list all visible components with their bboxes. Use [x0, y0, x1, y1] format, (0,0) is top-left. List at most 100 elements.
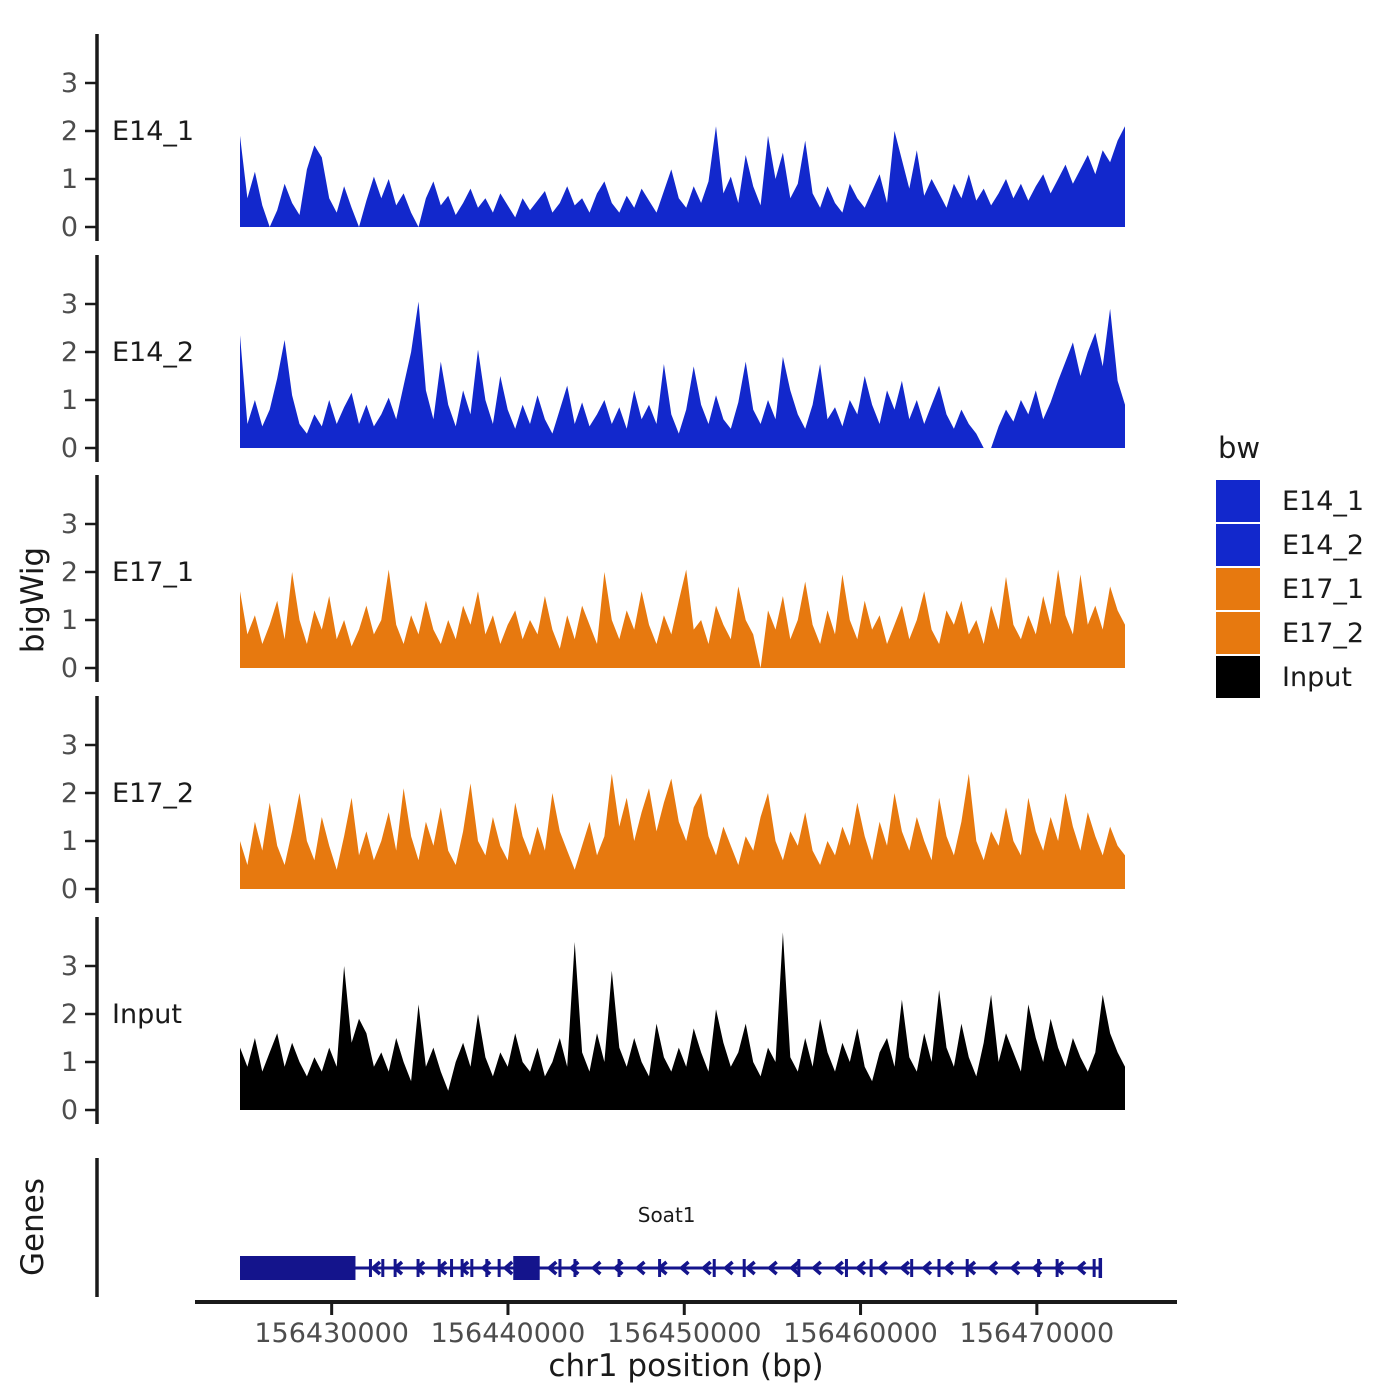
y-tick-label: 1: [61, 385, 78, 416]
y-tick-label: 3: [61, 730, 78, 761]
gene-strand-arrow-icon: [744, 1260, 756, 1276]
legend-item-label: E17_1: [1282, 573, 1365, 605]
gene-strand-arrow-icon: [899, 1260, 911, 1276]
y-tick-label: 0: [61, 433, 78, 464]
gene-strand-arrow-icon: [678, 1260, 690, 1276]
legend-item-label: E14_1: [1282, 485, 1365, 517]
legend-item-E14_2: E14_2: [1216, 523, 1364, 567]
y-tick-label: 2: [61, 337, 78, 368]
legend-swatch-icon: [1216, 568, 1260, 610]
gene-strand-arrow-icon: [480, 1260, 492, 1276]
gene-strand-arrow-icon: [392, 1260, 404, 1276]
y-tick-label: 1: [61, 605, 78, 636]
gene-strand-arrow-icon: [414, 1260, 426, 1276]
legend-swatch-icon: [1216, 480, 1260, 522]
track-label-Input: Input: [112, 999, 182, 1030]
legend-item-label: Input: [1282, 661, 1352, 693]
gene-strand-arrow-icon: [458, 1260, 470, 1276]
signal-area-E14_2: [240, 301, 1125, 448]
gene-strand-arrow-icon: [656, 1260, 668, 1276]
y-tick-label: 1: [61, 1047, 78, 1078]
gene-strand-arrow-icon: [370, 1260, 382, 1276]
signal-area-E17_1: [240, 569, 1125, 668]
y-tick-label: 0: [61, 212, 78, 243]
gene-strand-arrow-icon: [987, 1260, 999, 1276]
y-tick-label: 3: [61, 509, 78, 540]
gene-strand-arrow-icon: [612, 1260, 624, 1276]
track-label-E17_2: E17_2: [112, 778, 194, 809]
gene-strand-arrow-icon: [965, 1260, 977, 1276]
y-tick-label: 2: [61, 778, 78, 809]
y-tick-label: 1: [61, 826, 78, 857]
x-tick-label: 156470000: [960, 1318, 1115, 1349]
gene-strand-arrow-icon: [546, 1260, 558, 1276]
gene-exon-box: [240, 1256, 356, 1280]
track-panel-Input: 0 1 2 3 Input: [61, 917, 1125, 1126]
y-tick-label: 1: [61, 164, 78, 195]
y-axis-title-bigwig: bigWig: [15, 546, 51, 654]
gene-strand-arrow-icon: [1009, 1260, 1021, 1276]
gene-strand-arrow-icon: [700, 1260, 712, 1276]
legend-items: E14_1 E14_2 E17_1 E17_2 Input: [1216, 479, 1364, 699]
gene-strand-arrow-icon: [921, 1260, 933, 1276]
track-panel-E14_1: 0 1 2 3 E14_1: [61, 34, 1125, 243]
legend-swatch-icon: [1216, 612, 1260, 654]
genes-panel: Soat1: [95, 1158, 1103, 1297]
gene-strand-arrow-icon: [766, 1260, 778, 1276]
y-tick-label: 3: [61, 289, 78, 320]
legend-item-E14_1: E14_1: [1216, 479, 1364, 523]
gene-strand-arrow-icon: [943, 1260, 955, 1276]
gene-strand-arrow-icon: [788, 1260, 800, 1276]
x-tick-label: 156440000: [431, 1318, 586, 1349]
y-tick-label: 2: [61, 116, 78, 147]
gene-strand-arrow-icon: [1053, 1260, 1065, 1276]
legend: bw E14_1 E14_2 E17_1 E17_2 Input: [1216, 431, 1364, 699]
track-panel-E14_2: 0 1 2 3 E14_2: [61, 255, 1125, 464]
y-tick-label: 0: [61, 1095, 78, 1126]
gene-strand-arrow-icon: [634, 1260, 646, 1276]
track-panel-E17_2: 0 1 2 3 E17_2: [61, 696, 1125, 905]
gene-strand-arrow-icon: [1075, 1260, 1087, 1276]
x-tick-label: 156450000: [607, 1318, 762, 1349]
y-tick-label: 2: [61, 557, 78, 588]
signal-area-E17_2: [240, 773, 1125, 889]
y-tick-label: 3: [61, 68, 78, 99]
x-tick-label: 156460000: [783, 1318, 938, 1349]
legend-item-label: E17_2: [1282, 617, 1365, 649]
gene-strand-arrow-icon: [502, 1260, 514, 1276]
legend-swatch-icon: [1216, 524, 1260, 566]
track-label-E14_2: E14_2: [112, 337, 194, 368]
gene-strand-arrow-icon: [811, 1260, 822, 1276]
y-tick-label: 0: [61, 653, 78, 684]
gene-strand-arrow-icon: [436, 1260, 448, 1276]
y-tick-label: 0: [61, 874, 78, 905]
legend-item-E17_2: E17_2: [1216, 611, 1364, 655]
signal-area-Input: [240, 932, 1125, 1110]
legend-title: bw: [1218, 431, 1261, 465]
y-tick-label: 3: [61, 951, 78, 982]
gene-strand-arrow-icon: [722, 1260, 734, 1276]
y-axis-title-genes: Genes: [15, 1178, 51, 1276]
x-axis: 156430000 156440000 156450000 156460000 1564…: [195, 1300, 1177, 1349]
track-panel-E17_1: 0 1 2 3 E17_1: [61, 475, 1125, 684]
gene-strand-arrow-icon: [1031, 1260, 1043, 1276]
y-tick-label: 2: [61, 999, 78, 1030]
track-label-E17_1: E17_1: [112, 557, 194, 588]
legend-item-label: E14_2: [1282, 529, 1365, 561]
x-axis-title: chr1 position (bp): [548, 1348, 824, 1384]
gene-strand-arrow-icon: [590, 1260, 602, 1276]
gene-strand-arrow-icon: [833, 1260, 844, 1276]
signal-area-E14_1: [240, 126, 1125, 227]
legend-item-E17_1: E17_1: [1216, 567, 1364, 611]
gene-strand-arrow-icon: [855, 1260, 866, 1276]
legend-swatch-icon: [1216, 656, 1260, 698]
gene-strand-arrow-icon: [877, 1260, 888, 1276]
gene-label: Soat1: [638, 1203, 696, 1227]
gene-exon-box: [513, 1256, 540, 1280]
gene-strand-arrow-icon: [568, 1260, 580, 1276]
track-label-E14_1: E14_1: [112, 116, 194, 147]
x-tick-label: 156430000: [254, 1318, 409, 1349]
legend-item-Input: Input: [1216, 655, 1364, 699]
